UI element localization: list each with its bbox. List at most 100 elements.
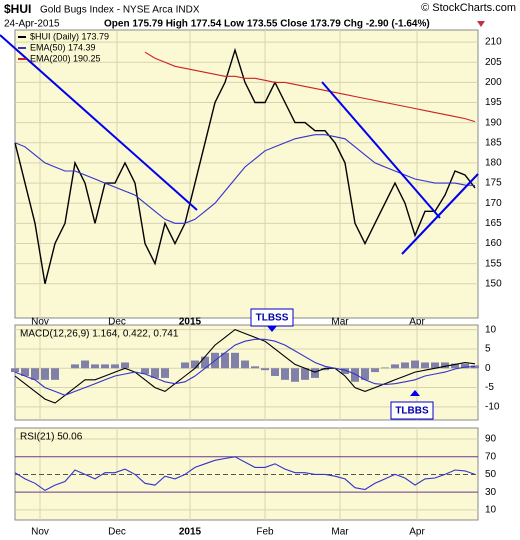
- y-tick-label: 200: [485, 77, 502, 88]
- index-name: Gold Bugs Index - NYSE Arca INDX: [40, 5, 200, 16]
- histogram-bar: [261, 368, 269, 371]
- series-line: [14, 328, 476, 404]
- x-tick-label: 2015: [179, 527, 202, 538]
- histogram-bar: [361, 368, 369, 380]
- histogram-bar: [381, 367, 389, 369]
- x-tick-label: Mar: [331, 527, 349, 538]
- histogram-bar: [371, 368, 379, 373]
- x-tick-label: Apr: [409, 317, 425, 328]
- y-tick-label: 205: [485, 57, 502, 68]
- histogram-bar: [91, 364, 99, 369]
- y-tick-label: 30: [485, 487, 497, 498]
- legend-label: EMA(50) 174.39: [30, 42, 96, 52]
- histogram-bar: [21, 368, 29, 376]
- histogram-bar: [351, 368, 359, 382]
- histogram-bar: [461, 363, 469, 369]
- histogram-bar: [111, 364, 119, 369]
- down-arrow: [477, 21, 485, 27]
- x-tick-label: 2015: [179, 317, 202, 328]
- histogram-bar: [161, 368, 169, 378]
- histogram-bar: [31, 368, 39, 380]
- histogram-bar: [441, 362, 449, 369]
- series-line: [14, 134, 476, 224]
- histogram-bar: [341, 368, 349, 375]
- y-tick-label: 185: [485, 137, 502, 148]
- y-tick-label: 10: [485, 504, 497, 515]
- x-tick-label: Nov: [31, 527, 49, 538]
- histogram-bar: [321, 368, 329, 371]
- legend-label: $HUI (Daily) 173.79: [30, 31, 109, 41]
- x-tick-label: Mar: [331, 317, 349, 328]
- series-line: [144, 51, 476, 123]
- x-tick-label: Dec: [108, 527, 126, 538]
- y-tick-label: 150: [485, 278, 502, 289]
- trendline: [321, 81, 441, 219]
- histogram-bar: [451, 363, 459, 369]
- y-tick-label: 50: [485, 469, 497, 480]
- histogram-bar: [101, 364, 109, 369]
- histogram-bar: [251, 366, 259, 369]
- annotation-box: [390, 401, 434, 420]
- trendline: [401, 173, 479, 255]
- histogram-bar: [301, 368, 309, 380]
- histogram-bar: [11, 368, 19, 373]
- date: 24-Apr-2015: [4, 19, 60, 30]
- series-line: [14, 47, 476, 284]
- histogram-bar: [231, 352, 239, 369]
- legend-label: EMA(200) 190.25: [30, 53, 101, 63]
- histogram-bar: [281, 368, 289, 380]
- histogram-bar: [411, 360, 419, 369]
- histogram-bar: [221, 352, 229, 369]
- histogram-bar: [421, 362, 429, 369]
- y-tick-label: 70: [485, 451, 497, 462]
- y-tick-label: 160: [485, 238, 502, 249]
- histogram-bar: [311, 368, 319, 378]
- y-tick-label: 190: [485, 117, 502, 128]
- x-tick-label: Nov: [31, 317, 49, 328]
- x-tick-label: Apr: [409, 527, 425, 538]
- histogram-bar: [141, 368, 149, 375]
- y-tick-label: -10: [485, 402, 500, 413]
- annotation: TLBBS: [395, 406, 429, 417]
- y-tick-label: 175: [485, 178, 502, 189]
- histogram-bar: [431, 362, 439, 369]
- histogram-bar: [81, 360, 89, 369]
- y-tick-label: -5: [485, 382, 494, 393]
- histogram-bar: [151, 368, 159, 378]
- histogram-bar: [391, 364, 399, 369]
- annotation-arrow: [267, 326, 277, 332]
- histogram-bar: [121, 362, 129, 369]
- y-tick-label: 195: [485, 97, 502, 108]
- annotation-arrow: [410, 390, 420, 396]
- histogram-bar: [201, 356, 209, 369]
- x-tick-label: Dec: [108, 317, 126, 328]
- stats: Open 175.79 High 177.54 Low 173.55 Close…: [104, 19, 430, 30]
- histogram-bar: [291, 368, 299, 382]
- histogram-bar: [41, 368, 49, 380]
- y-tick-label: 5: [485, 344, 491, 355]
- y-tick-label: 210: [485, 37, 502, 48]
- histogram-bar: [401, 362, 409, 369]
- trendline: [0, 34, 198, 211]
- histogram-bar: [191, 360, 199, 369]
- y-tick-label: 10: [485, 324, 497, 335]
- histogram-bar: [71, 364, 79, 369]
- y-tick-label: 155: [485, 258, 502, 269]
- y-tick-label: 170: [485, 198, 502, 209]
- histogram-bar: [241, 360, 249, 369]
- series-line: [14, 456, 476, 492]
- panel-title: RSI(21) 50.06: [20, 432, 83, 443]
- panel-background: [14, 29, 479, 319]
- y-tick-label: 180: [485, 158, 502, 169]
- x-tick-label: Feb: [256, 527, 274, 538]
- y-tick-label: 165: [485, 218, 502, 229]
- credit: © StockCharts.com: [421, 2, 516, 14]
- symbol: $HUI: [4, 2, 31, 16]
- y-tick-label: 0: [485, 363, 491, 374]
- histogram-bar: [271, 368, 279, 376]
- y-tick-label: 90: [485, 434, 497, 445]
- series-line: [14, 338, 476, 396]
- histogram-bar: [51, 368, 59, 380]
- annotation: TLBSS: [256, 313, 289, 324]
